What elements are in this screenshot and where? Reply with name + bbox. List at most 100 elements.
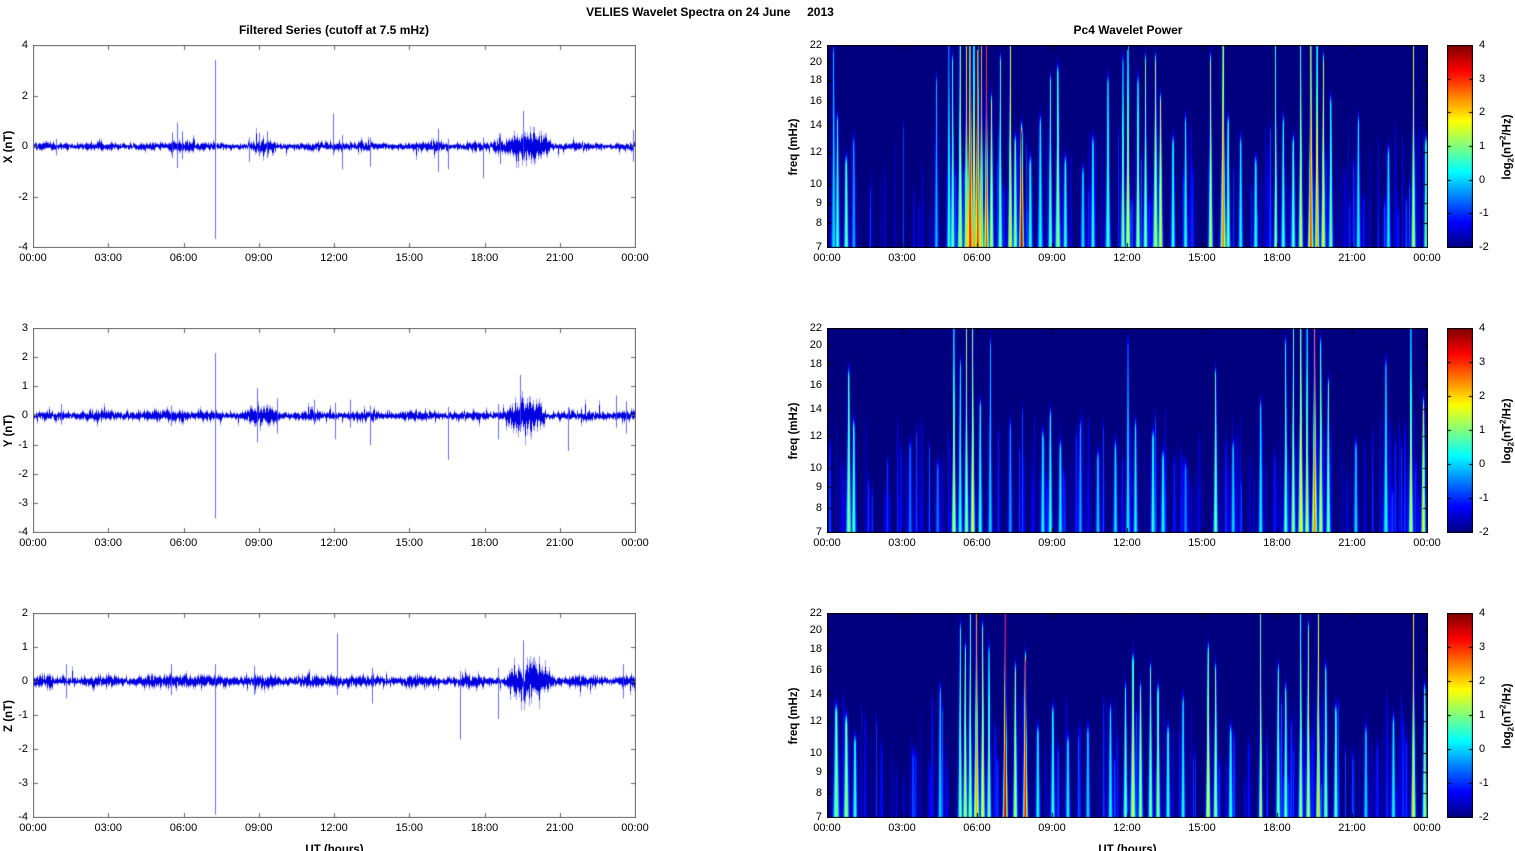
y-tick-label: 0 [21,409,28,422]
x-tick-label: 06:00 [169,537,198,549]
x-tick-label: 03:00 [888,537,916,549]
colorbar-tick-label: -1 [1479,207,1489,220]
left-column-title: Filtered Series (cutoff at 7.5 mHz) [238,23,430,37]
x-tick-label: 03:00 [888,252,916,264]
x-tick-label: 00:00 [19,252,47,264]
panel-wavelet-x: freq (mHz) 22 20 18 16 14 12 10 9 8 7 00:00 03:00 06… [788,40,1441,264]
x-tick-label: 12:00 [320,252,348,264]
x-tick-label: 06:00 [963,537,991,549]
y-tick-label: 8 [815,502,822,515]
x-tick-label: 06:00 [963,822,991,834]
x-tick-label: 09:00 [244,537,273,549]
colorbar-tick-label: 0 [1479,458,1486,470]
figure-title: VELIES Wavelet Spectra on 24 June 2013 [586,5,834,19]
colorbar-tick-label: 3 [1479,356,1486,368]
filtered-x-plot [33,45,636,248]
colorbar-tick-label: -1 [1479,777,1489,789]
y-tick-label: 2 [21,89,28,102]
x-tick-label: 21:00 [545,537,574,549]
colorbar-tick-label: 2 [1479,675,1486,687]
y-tick-label: -4 [18,811,28,823]
panel-wavelet-z: freq (mHz) UT (hours) 22 20 18 16 14 12 10 9 8 7 0… [788,608,1441,851]
y-tick-label: 14 [809,402,822,415]
y-tick-label: 8 [815,217,822,230]
wavelet-x-plot [827,45,1428,248]
x-tick-label: 21:00 [545,822,574,834]
x-tick-label: 18:00 [1263,537,1291,549]
x-tick-label: 18:00 [1263,252,1291,264]
colorbar-tick-label: 1 [1479,424,1486,436]
y-tick-label: 16 [809,378,822,391]
y-tick-label: 20 [809,55,822,68]
x-tick-label: 12:00 [1113,822,1141,834]
x-tick-label: 06:00 [963,252,991,264]
x-tick-label: 00:00 [621,252,649,264]
y-tick-label: -2 [18,190,28,203]
y-tick-label: -4 [18,526,28,538]
x-tick-label: 00:00 [1413,252,1441,264]
x-tick-label: 21:00 [1338,822,1366,834]
x-tick-label: 18:00 [470,537,499,549]
x-tick-label: 00:00 [621,822,649,834]
colorbar-tick-label: -1 [1479,492,1489,504]
colorbar-tick-label: 3 [1479,72,1486,85]
y-tick-label: -2 [18,467,28,480]
y-tick-label: 20 [809,338,822,351]
colorbar-tick-label: 1 [1479,140,1486,152]
y-tick-label: 12 [809,714,822,727]
colorbar-tick-label: 4 [1479,322,1486,334]
x-tick-label: 12:00 [320,822,348,834]
panel-filtered-x: X (nT) 4 2 0 -2 -4 00:00 03:00 06:00 09:00 12:00 1… [3,40,649,264]
colorbar-tick-label: -2 [1479,526,1489,538]
y-tick-label: 18 [809,357,822,370]
y-tick-label: -3 [18,496,28,509]
x-tick-label: 15:00 [1188,537,1216,549]
x-tick-label: 09:00 [1038,537,1066,549]
y-tick-label: 10 [809,747,822,760]
colorbar-tick-label: -2 [1479,811,1489,823]
x-tick-label: 03:00 [94,252,123,264]
x-tick-label: 09:00 [244,252,273,264]
colorbar-x-gradient [1447,45,1473,248]
x-tick-label: 00:00 [1413,537,1441,549]
colorbar-tick-label: 0 [1479,173,1486,186]
y-tick-label: 9 [815,481,822,494]
colorbar-y-gradient [1447,328,1473,533]
x-tick-label: 09:00 [1038,252,1066,264]
x-tick-label: 12:00 [1113,537,1141,549]
colorbar-tick-label: 2 [1479,106,1486,119]
x-tick-label: 00:00 [1413,822,1441,834]
x-tick-label: 00:00 [813,822,841,834]
x-tick-label: 15:00 [395,822,424,834]
y-tick-label: -2 [18,743,28,755]
y-tick-label: 7 [815,811,822,823]
y-tick-label: 9 [815,196,822,209]
x-tick-label: 00:00 [19,822,47,834]
colorbar-tick-label: 1 [1479,709,1486,721]
y-tick-label: 18 [809,74,822,87]
x-tick-label: 03:00 [94,822,123,834]
right-xaxis-label: UT (hours) [1098,844,1157,851]
y-tick-label: 12 [809,429,822,442]
x-tick-label: 21:00 [1338,252,1366,264]
y-tick-label: 10 [809,462,822,475]
x-tick-label: 00:00 [19,537,47,549]
left-xaxis-label: UT (hours) [305,844,364,851]
panel-filtered-z: Z (nT) UT (hours) 2 1 0 -1 -2 -3 -4 00:00 03:00 0… [3,608,649,851]
colorbar-tick-label: 3 [1479,641,1486,653]
x-tick-label: 21:00 [1338,537,1366,549]
x-tick-label: 12:00 [320,537,348,549]
y-tick-label: 2 [21,351,28,364]
x-tick-label: 21:00 [545,252,574,264]
y-tick-label: 22 [809,322,822,334]
colorbar-tick-label: 4 [1479,39,1486,51]
x-tick-label: 06:00 [169,252,198,264]
y-tick-label: 7 [815,526,822,538]
y-tick-label: 4 [21,39,28,51]
y-tick-label: -1 [18,438,28,451]
x-tick-label: 12:00 [1113,252,1141,264]
wavelet-z-plot [827,613,1428,818]
x-tick-label: 03:00 [888,822,916,834]
y-tick-label: 22 [809,39,822,51]
y-tick-label: 3 [21,322,28,334]
